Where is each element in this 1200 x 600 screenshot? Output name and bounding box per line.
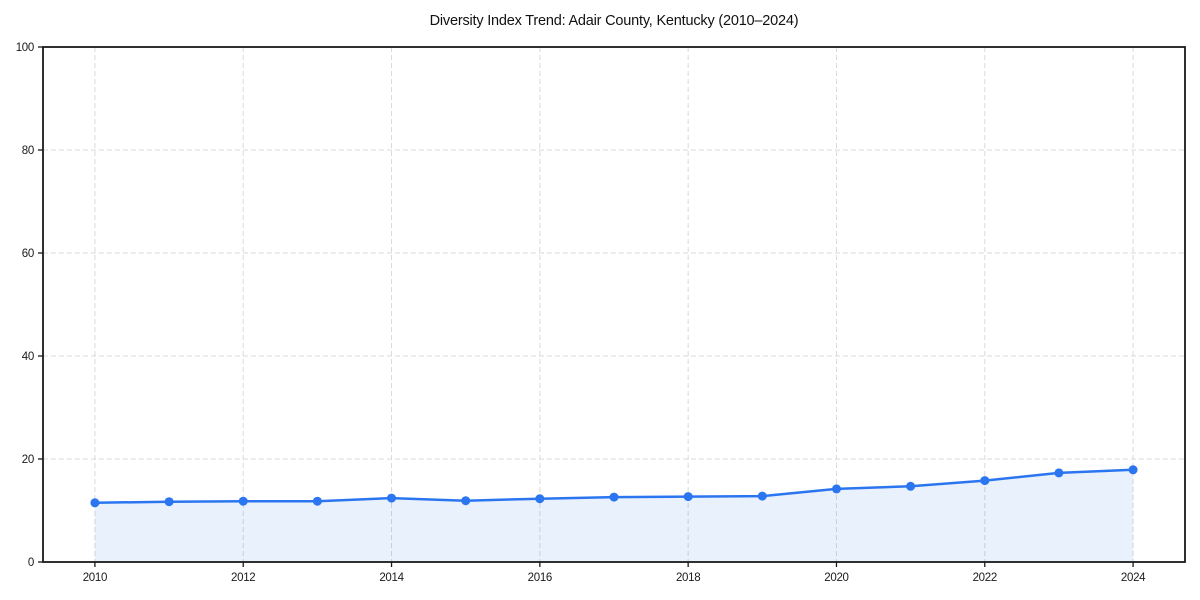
data-point-2020 [832, 484, 841, 494]
data-point-2021 [906, 481, 916, 491]
data-point-2022 [980, 476, 990, 486]
data-point-2014 [387, 493, 396, 503]
data-point-2010 [90, 498, 100, 508]
data-point-2017 [609, 492, 619, 502]
x-tick-label-2012: 2012 [231, 572, 255, 584]
data-point-2023 [1054, 468, 1064, 478]
data-point-2015 [461, 496, 471, 506]
x-tick-label-2020: 2020 [824, 572, 848, 584]
data-point-2016 [535, 494, 545, 504]
data-point-2019 [757, 491, 767, 501]
area-fill [94, 469, 1134, 562]
data-point-2013 [312, 496, 322, 506]
chart-title: Diversity Index Trend: Adair County, Ken… [429, 13, 799, 29]
data-point-2018 [683, 492, 693, 502]
y-tick-label-40: 40 [22, 351, 34, 363]
x-tick-label-2014: 2014 [379, 572, 404, 584]
x-tick-label-2016: 2016 [528, 572, 552, 584]
data-point-2024 [1128, 465, 1138, 475]
x-tick-label-2018: 2018 [676, 572, 700, 584]
data-point-2011 [164, 497, 174, 507]
y-tick-label-80: 80 [22, 145, 34, 157]
y-tick-label-60: 60 [22, 248, 34, 260]
x-tick-label-2022: 2022 [973, 572, 997, 584]
axes-spines [42, 46, 1186, 563]
x-tick-label-2024: 2024 [1121, 572, 1146, 584]
y-tick-label-20: 20 [22, 454, 34, 466]
data-point-2012 [238, 496, 248, 506]
y-tick-label-0: 0 [28, 557, 34, 569]
y-tick-label-100: 100 [16, 42, 34, 54]
x-tick-label-2010: 2010 [83, 572, 107, 584]
